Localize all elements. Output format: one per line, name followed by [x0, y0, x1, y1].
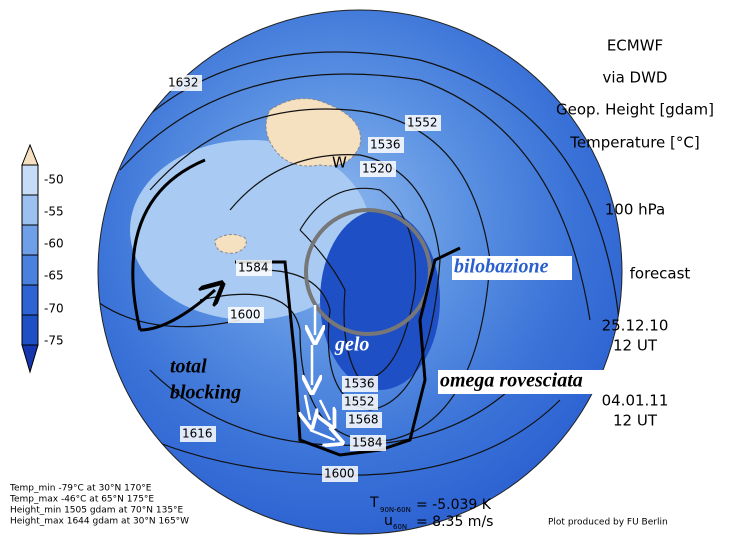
- legend-label: -60: [44, 237, 64, 251]
- contour-label: 1600: [324, 467, 355, 481]
- time: 12 UT: [613, 412, 658, 430]
- symbol: T: [369, 495, 379, 511]
- value: = -5.039 K: [416, 497, 492, 513]
- symbol: u: [384, 513, 393, 529]
- map-mark: W: [332, 154, 347, 172]
- annotation: omega rovesciata: [440, 370, 583, 392]
- value: = 8.35 m/s: [416, 514, 493, 530]
- field: Geop. Height [gdam]: [556, 101, 714, 119]
- legend-label: -75: [44, 334, 64, 348]
- contour-label: 1616: [182, 427, 213, 441]
- contour-label: 1536: [370, 138, 401, 152]
- stats: Temp_min -79°C at 30°N 170°E Temp_max -4…: [9, 484, 189, 527]
- forecast: forecast: [630, 265, 691, 283]
- header: ECMWF via DWD Geop. Height [gdam] Temper…: [556, 37, 714, 430]
- stat: Height_max 1644 gdam at 30°N 165°W: [10, 517, 189, 527]
- contour-label: 1584: [352, 436, 383, 450]
- globe: [97, 9, 623, 535]
- contour-label: 1600: [230, 308, 261, 322]
- contour-label: 1536: [344, 377, 375, 391]
- legend-label: -65: [44, 269, 64, 283]
- contour-label: 1552: [344, 395, 375, 409]
- contour-label: 1552: [407, 116, 438, 130]
- stat: Temp_min -79°C at 30°N 170°E: [9, 484, 152, 494]
- footer: T 90N-60N = -5.039 K u 60N = 8.35 m/s Pl…: [369, 495, 668, 531]
- stat: Temp_max -46°C at 65°N 175°E: [9, 495, 154, 505]
- contour-labels: 1632 1552 1536 1520 1584 1600 1616 1536 …: [166, 75, 441, 482]
- legend-label: -50: [44, 173, 64, 187]
- source: via DWD: [603, 69, 668, 87]
- legend-label: -55: [44, 205, 64, 219]
- contour-label: 1632: [168, 76, 199, 90]
- title: ECMWF: [607, 37, 663, 55]
- subscript: 90N-60N: [380, 506, 411, 514]
- date: 04.01.11: [602, 392, 669, 410]
- annotation: bilobazione: [454, 256, 549, 278]
- legend: -50 -55 -60 -65 -70 -75: [21, 143, 64, 374]
- field: Temperature [°C]: [569, 134, 699, 152]
- subscript: 60N: [393, 523, 407, 531]
- annotation: gelo: [334, 334, 369, 356]
- time: 12 UT: [613, 337, 658, 355]
- contour-label: 1520: [362, 162, 393, 176]
- contour-label: 1584: [238, 261, 269, 275]
- stat: Height_min 1505 gdam at 70°N 135°E: [10, 506, 184, 516]
- annotations: bilobazione gelo total blocking omega ro…: [170, 256, 618, 404]
- annotation: blocking: [170, 382, 241, 404]
- date: 25.12.10: [602, 317, 669, 335]
- contour-label: 1568: [348, 413, 379, 427]
- level: 100 hPa: [605, 201, 665, 219]
- legend-label: -70: [44, 302, 64, 316]
- annotation: total: [170, 356, 207, 378]
- credit: Plot produced by FU Berlin: [548, 518, 668, 528]
